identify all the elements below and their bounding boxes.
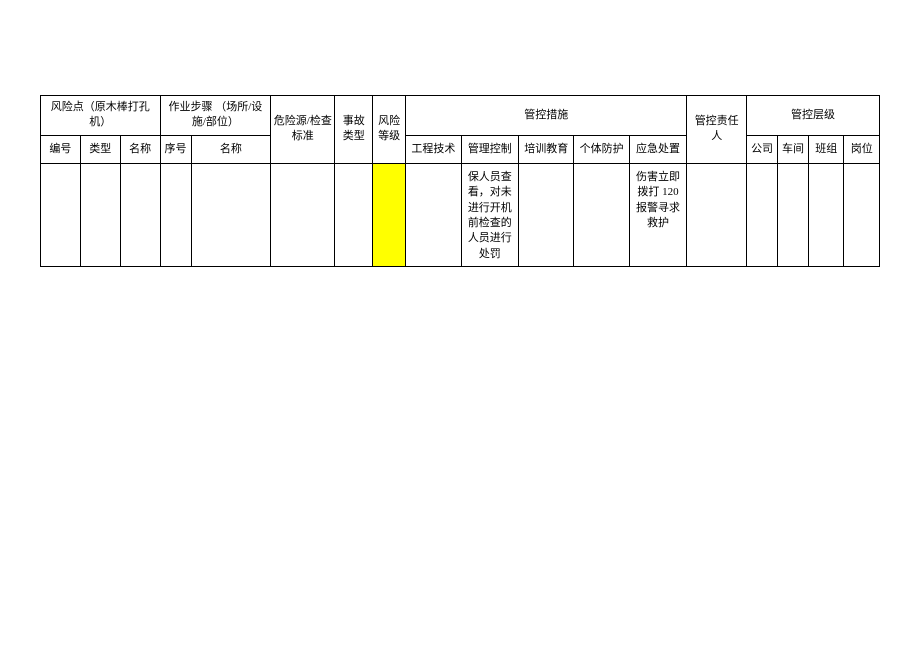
risk-assessment-table: 风险点（原木棒打孔机） 作业步骤 （场所/设施/部位） 危险源/检查标准 事故类…	[40, 95, 880, 267]
sub-emergency: 应急处置	[629, 135, 687, 163]
sub-management: 管理控制	[461, 135, 519, 163]
cell-risk-level	[373, 163, 406, 266]
cell-responsible	[687, 163, 747, 266]
cell-management: 保人员查看，对未进行开机前检查的人员进行处罚	[461, 163, 519, 266]
header-hazard-source: 危险源/检查标准	[271, 96, 335, 164]
cell-team	[809, 163, 844, 266]
cell-accident	[335, 163, 373, 266]
header-control-measures: 管控措施	[406, 96, 687, 136]
header-control-level: 管控层级	[747, 96, 880, 136]
cell-step-name	[191, 163, 271, 266]
sub-name: 名称	[120, 135, 160, 163]
table-header-row-2: 编号 类型 名称 序号 名称 工程技术 管理控制 培训教育 个体防护 应急处置 …	[41, 135, 880, 163]
cell-hazard	[271, 163, 335, 266]
sub-type: 类型	[80, 135, 120, 163]
header-accident-type: 事故类型	[335, 96, 373, 164]
cell-workshop	[778, 163, 809, 266]
header-risk-point: 风险点（原木棒打孔机）	[41, 96, 161, 136]
sub-engineering: 工程技术	[406, 135, 461, 163]
sub-ppe: 个体防护	[574, 135, 629, 163]
cell-seq	[160, 163, 191, 266]
cell-company	[747, 163, 778, 266]
header-work-steps: 作业步骤 （场所/设施/部位）	[160, 96, 271, 136]
header-responsible-person: 管控责任人	[687, 96, 747, 164]
cell-number	[41, 163, 81, 266]
cell-position	[844, 163, 880, 266]
sub-training: 培训教育	[519, 135, 574, 163]
sub-seq: 序号	[160, 135, 191, 163]
sub-company: 公司	[747, 135, 778, 163]
table-row: 保人员查看，对未进行开机前检查的人员进行处罚 伤害立即拨打 120 报警寻求救护	[41, 163, 880, 266]
cell-emergency: 伤害立即拨打 120 报警寻求救护	[629, 163, 687, 266]
cell-name	[120, 163, 160, 266]
cell-ppe	[574, 163, 629, 266]
header-risk-level: 风险等级	[373, 96, 406, 164]
cell-training	[519, 163, 574, 266]
sub-team: 班组	[809, 135, 844, 163]
table-header-row-1: 风险点（原木棒打孔机） 作业步骤 （场所/设施/部位） 危险源/检查标准 事故类…	[41, 96, 880, 136]
sub-workshop: 车间	[778, 135, 809, 163]
sub-step-name: 名称	[191, 135, 271, 163]
cell-engineering	[406, 163, 461, 266]
sub-number: 编号	[41, 135, 81, 163]
sub-position: 岗位	[844, 135, 880, 163]
cell-type	[80, 163, 120, 266]
